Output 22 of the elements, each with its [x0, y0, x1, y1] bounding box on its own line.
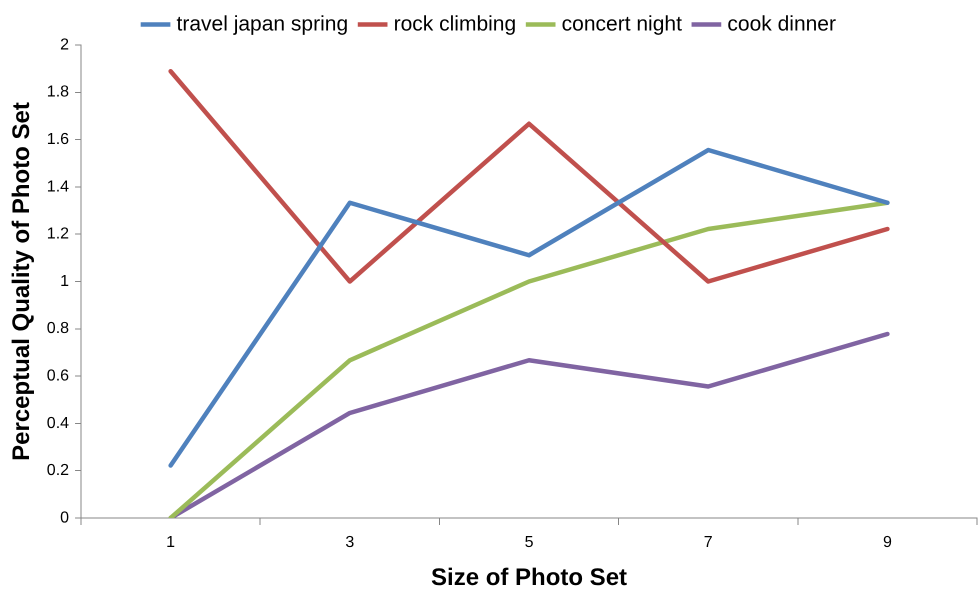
y-tick-label: 0.4: [46, 414, 70, 432]
y-tick-label: 0.6: [46, 368, 70, 385]
x-tick-label: 1: [166, 534, 176, 552]
x-tick-label: 7: [704, 534, 713, 552]
y-tick-label: 1.8: [46, 84, 70, 101]
x-tick-label: 3: [345, 534, 354, 552]
legend-label: cook dinner: [727, 12, 836, 36]
y-tick-label: 0.8: [46, 320, 70, 338]
y-tick-label: 0.2: [46, 462, 70, 480]
legend-label: travel japan spring: [176, 12, 348, 36]
y-tick-label: 0: [60, 509, 70, 526]
x-axis-title: Size of Photo Set: [431, 564, 628, 592]
x-tick-label: 9: [882, 534, 892, 552]
y-axis-title: Perceptual Quality of Photo Set: [8, 102, 36, 461]
legend-label: rock climbing: [394, 12, 516, 36]
y-tick-label: 1.4: [46, 178, 70, 196]
y-tick-label: 1.2: [46, 226, 70, 243]
y-tick-label: 2: [60, 36, 70, 54]
legend-label: concert night: [562, 12, 682, 36]
y-tick-label: 1: [60, 272, 70, 290]
x-tick-label: 5: [524, 534, 534, 552]
y-tick-label: 1.6: [46, 131, 70, 148]
